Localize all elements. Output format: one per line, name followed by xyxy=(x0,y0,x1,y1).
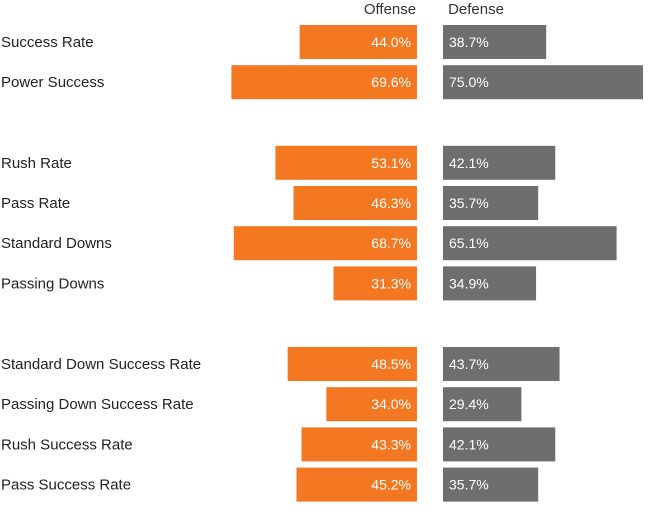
offense-value-label: 34.0% xyxy=(371,396,411,412)
offense-value-label: 68.7% xyxy=(371,235,411,251)
defense-value-label: 65.1% xyxy=(449,235,489,251)
defense-bar xyxy=(443,266,537,301)
offense-value-label: 44.0% xyxy=(371,34,411,50)
offense-bar xyxy=(275,145,417,180)
row-label: Pass Rate xyxy=(1,195,70,212)
row-label: Standard Down Success Rate xyxy=(1,356,201,373)
offense-bar xyxy=(326,387,417,422)
offense-value-label: 48.5% xyxy=(371,356,411,372)
defense-bar xyxy=(443,145,556,180)
offense-bar xyxy=(333,266,417,301)
defense-bar xyxy=(443,467,539,502)
offense-bar xyxy=(233,226,417,261)
defense-header: Defense xyxy=(448,1,504,18)
defense-bar xyxy=(443,347,560,381)
defense-value-label: 43.7% xyxy=(449,356,489,372)
defense-bar xyxy=(443,65,643,100)
offense-bar xyxy=(231,65,417,100)
defense-bar xyxy=(443,387,522,422)
row-label: Passing Downs xyxy=(1,275,104,292)
defense-bar xyxy=(443,226,617,261)
defense-value-label: 35.7% xyxy=(449,195,489,211)
defense-bar xyxy=(443,25,547,59)
row-label: Rush Success Rate xyxy=(1,436,133,453)
offense-bar xyxy=(296,467,417,502)
defense-value-label: 42.1% xyxy=(449,155,489,171)
defense-value-label: 42.1% xyxy=(449,436,489,452)
row-label: Pass Success Rate xyxy=(1,477,131,494)
offense-bar xyxy=(287,347,417,381)
defense-value-label: 29.4% xyxy=(449,396,489,412)
offense-bar xyxy=(293,186,417,220)
defense-bar xyxy=(443,186,539,220)
row-label: Rush Rate xyxy=(1,155,72,172)
offense-bar xyxy=(299,25,417,59)
offense-value-label: 46.3% xyxy=(371,195,411,211)
defense-bar xyxy=(443,427,556,462)
row-label: Power Success xyxy=(1,74,104,91)
row-label: Standard Downs xyxy=(1,235,112,252)
offense-bar xyxy=(301,427,417,462)
defense-value-label: 34.9% xyxy=(449,275,489,291)
offense-value-label: 43.3% xyxy=(371,436,411,452)
row-label: Success Rate xyxy=(1,34,94,51)
chart-rows: Success Rate 44.0% 38.7% Power Success 69.6%… xyxy=(1,25,643,502)
offense-value-label: 31.3% xyxy=(371,275,411,291)
offense-value-label: 45.2% xyxy=(371,477,411,493)
defense-value-label: 75.0% xyxy=(449,74,489,90)
offense-value-label: 53.1% xyxy=(371,155,411,171)
row-label: Passing Down Success Rate xyxy=(1,396,194,413)
defense-value-label: 35.7% xyxy=(449,477,489,493)
defense-value-label: 38.7% xyxy=(449,34,489,50)
offense-value-label: 69.6% xyxy=(371,74,411,90)
offense-header: Offense xyxy=(364,1,416,18)
